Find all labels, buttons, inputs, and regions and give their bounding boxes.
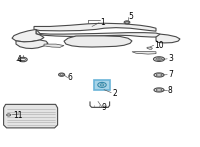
Text: 1: 1: [100, 18, 105, 27]
Text: 10: 10: [154, 41, 164, 50]
Ellipse shape: [100, 84, 104, 86]
Ellipse shape: [124, 21, 130, 24]
Polygon shape: [132, 51, 156, 54]
Text: 8: 8: [168, 86, 173, 95]
Polygon shape: [156, 34, 180, 43]
Polygon shape: [36, 29, 160, 37]
Text: 7: 7: [168, 70, 173, 80]
Ellipse shape: [59, 73, 65, 76]
Text: 3: 3: [168, 54, 173, 63]
Ellipse shape: [98, 82, 106, 87]
Bar: [94, 80, 110, 90]
Text: 9: 9: [102, 103, 107, 112]
Polygon shape: [4, 104, 58, 128]
Ellipse shape: [154, 88, 164, 92]
Ellipse shape: [19, 57, 27, 62]
Polygon shape: [44, 44, 64, 47]
Ellipse shape: [7, 114, 11, 116]
Text: 6: 6: [68, 73, 73, 82]
Polygon shape: [64, 36, 132, 47]
Polygon shape: [34, 23, 156, 31]
Text: 4: 4: [17, 55, 22, 64]
Polygon shape: [147, 47, 152, 49]
Polygon shape: [12, 29, 44, 42]
Ellipse shape: [154, 73, 164, 77]
Text: 11: 11: [13, 111, 22, 120]
Polygon shape: [16, 40, 48, 49]
Text: 2: 2: [112, 89, 117, 98]
Ellipse shape: [154, 57, 164, 61]
Text: 5: 5: [128, 12, 133, 21]
